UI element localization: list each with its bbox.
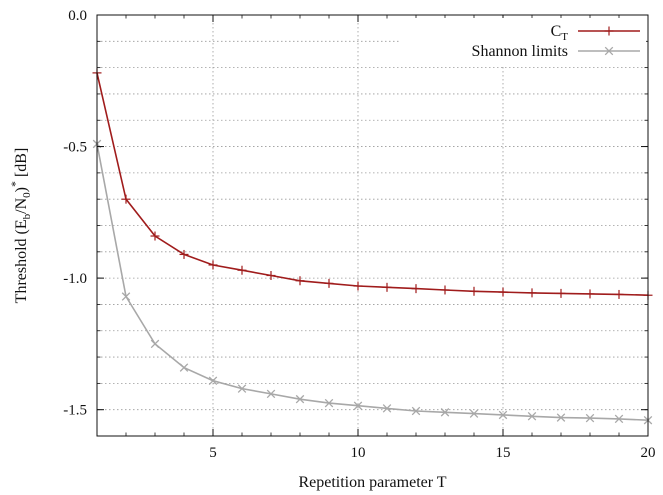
legend-label-main: C xyxy=(551,23,562,40)
data-point xyxy=(411,406,421,416)
series-line xyxy=(96,72,649,296)
data-point xyxy=(469,286,479,296)
data-point xyxy=(556,288,566,298)
data-point xyxy=(498,410,508,420)
x-tick-label: 20 xyxy=(641,445,656,461)
data-point xyxy=(121,194,131,204)
data-point xyxy=(440,408,450,417)
y-title-unit: [dB] xyxy=(13,148,30,181)
legend-label: CT xyxy=(551,23,569,43)
data-point xyxy=(295,394,305,404)
y-title-mid: /N xyxy=(13,197,30,213)
y-tick-label: 0.0 xyxy=(68,8,87,24)
legend-label: Shannon limits xyxy=(472,43,568,60)
series-1 xyxy=(92,139,653,425)
data-point xyxy=(614,414,624,424)
data-point xyxy=(150,339,160,349)
data-point xyxy=(266,389,276,399)
data-point xyxy=(382,282,392,292)
series-line xyxy=(96,143,649,421)
y-title-close: ) xyxy=(13,187,30,192)
series-layer xyxy=(92,68,653,425)
x-axis-title: Repetition parameter T xyxy=(298,474,446,491)
y-tick-label: -0.5 xyxy=(63,140,87,156)
data-point xyxy=(121,292,131,301)
data-point xyxy=(324,398,334,408)
y-title-sub2: 0 xyxy=(21,192,33,198)
data-point xyxy=(150,231,160,241)
data-point xyxy=(179,363,189,372)
y-tick-label: -1.0 xyxy=(63,271,87,287)
x-tick-label: 15 xyxy=(496,445,511,461)
axis-ticks: 5 10 15 20 0.0 -0.5 -1.0 -1.5 xyxy=(63,8,655,461)
data-point xyxy=(324,278,334,288)
data-point xyxy=(556,413,566,422)
grid xyxy=(97,15,648,436)
data-point xyxy=(498,287,508,297)
data-point xyxy=(237,265,247,275)
legend-label-main: Shannon limits xyxy=(472,43,568,60)
x-tick-label: 10 xyxy=(351,445,366,461)
y-title-sup: * xyxy=(8,181,22,187)
data-point xyxy=(382,404,392,413)
data-point xyxy=(353,401,363,411)
legend-item: Shannon limits xyxy=(472,43,640,60)
data-point xyxy=(179,249,189,259)
data-point xyxy=(585,413,595,423)
data-point xyxy=(469,409,479,418)
data-point xyxy=(353,281,363,291)
series-0 xyxy=(92,68,653,300)
data-point xyxy=(614,289,624,299)
y-axis-title: Threshold (Eb/N0)* [dB] xyxy=(8,148,33,304)
data-point xyxy=(527,412,537,421)
legend-item: CT xyxy=(551,23,640,43)
x-tick-label: 5 xyxy=(209,445,217,461)
data-point xyxy=(208,376,218,386)
data-point xyxy=(585,289,595,299)
data-point xyxy=(208,260,218,270)
y-title-sub1: b xyxy=(21,213,33,219)
data-point xyxy=(237,384,247,393)
data-point xyxy=(266,270,276,280)
data-point xyxy=(440,285,450,295)
y-title-base: Threshold (E xyxy=(13,219,30,303)
legend-background xyxy=(400,18,646,66)
data-point xyxy=(411,284,421,294)
legend-marker xyxy=(604,46,614,56)
data-point xyxy=(527,288,537,298)
data-point xyxy=(295,276,305,286)
legend-label-sub: T xyxy=(561,31,568,43)
y-tick-label: -1.5 xyxy=(63,403,87,419)
